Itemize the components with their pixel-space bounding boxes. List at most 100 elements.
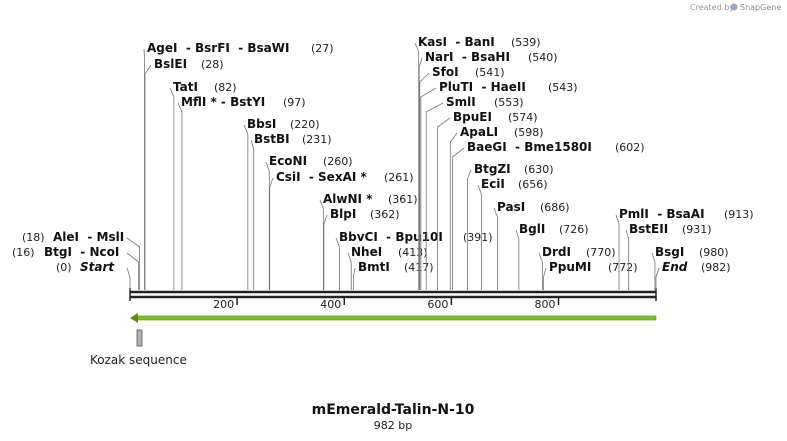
site-line (335, 237, 340, 290)
subtitle: 982 bp (374, 419, 412, 432)
site-line (515, 229, 520, 290)
site-line (651, 252, 656, 290)
site-line (543, 267, 547, 290)
enzyme-name: BstBI (254, 132, 290, 146)
enzyme-name: DrdI (542, 245, 571, 259)
site-position: (361) (388, 193, 418, 206)
enzyme-name: BtgI - NcoI (44, 245, 119, 259)
site-position: (28) (201, 58, 224, 71)
enzyme-name: BbvCI - Bpu10I (339, 230, 443, 244)
enzyme-name: EciI (481, 177, 505, 191)
site-line (538, 252, 543, 290)
site-line (144, 64, 152, 290)
site-position: (772) (608, 261, 638, 274)
site-line (250, 139, 255, 290)
site-position: (770) (586, 246, 616, 259)
credit: Created by (690, 3, 734, 12)
site-line (425, 102, 444, 290)
site-line (352, 267, 356, 290)
site-position: (543) (548, 81, 578, 94)
enzyme-name: Start (80, 260, 115, 274)
site-line (243, 124, 249, 290)
site-position: (630) (524, 163, 554, 176)
site-line (615, 214, 620, 290)
enzyme-name: MflI * - BstYI (181, 95, 265, 109)
site-line (347, 252, 352, 290)
title: mEmerald-Talin-N-10 (312, 402, 475, 418)
enzyme-name: EcoNI (269, 154, 307, 168)
site-position: (553) (494, 96, 524, 109)
site-position: (82) (214, 81, 237, 94)
arrow-head (130, 313, 138, 323)
logo (730, 3, 738, 11)
backbone (129, 288, 657, 301)
site-line (477, 184, 482, 290)
site-position: (726) (559, 223, 589, 236)
enzyme-name: TatI (173, 80, 198, 94)
brand: SnapGene (740, 3, 781, 12)
tick-label: 200 (213, 298, 234, 311)
site-line (493, 207, 498, 290)
site-line (177, 102, 183, 290)
site-position: (231) (302, 133, 332, 146)
site-position: (539) (511, 36, 541, 49)
site-position: (980) (699, 246, 729, 259)
site-line (265, 161, 270, 290)
site-position: (602) (615, 141, 645, 154)
site-position: (931) (682, 223, 712, 236)
site-position: (27) (311, 42, 334, 55)
site-position: (362) (370, 208, 400, 221)
site-line (655, 267, 660, 290)
site-position: (261) (384, 171, 414, 184)
site-position: (574) (508, 111, 538, 124)
site-line (420, 87, 437, 290)
site-line (418, 57, 423, 290)
enzyme-name: AgeI - BsrFI - BsaWI (147, 41, 289, 55)
enzyme-name: ApaLI (460, 125, 498, 139)
site-line (126, 252, 139, 290)
site-line (419, 72, 430, 290)
site-position: (413) (398, 246, 428, 259)
site-line (319, 199, 324, 290)
site-position: (540) (528, 51, 558, 64)
enzyme-name: SfoI (432, 65, 459, 79)
enzyme-name: BmtI (358, 260, 390, 274)
enzyme-name: PmlI - BsaAI (619, 207, 705, 221)
site-position: (598) (514, 126, 544, 139)
enzyme-name: BstEII (629, 222, 668, 236)
site-line (452, 147, 465, 290)
site-line (437, 117, 451, 290)
enzyme-name: BglI (519, 222, 545, 236)
site-position: (541) (475, 66, 505, 79)
site-line (625, 229, 630, 290)
enzyme-name: PluTI - HaeII (439, 80, 526, 94)
enzyme-name: AleI - MslI (53, 230, 124, 244)
site-position: (391) (463, 231, 493, 244)
enzyme-name: AlwNI * (323, 192, 373, 206)
site-line (449, 132, 458, 290)
enzyme-name: BtgZI (474, 162, 511, 176)
site-position: (220) (290, 118, 320, 131)
tick-label: 600 (427, 298, 448, 311)
site-line (169, 87, 175, 290)
enzyme-name: NheI (351, 245, 382, 259)
feature-label: Kozak sequence (90, 353, 187, 367)
site-position: (260) (323, 155, 353, 168)
feature-arrow (130, 313, 657, 323)
enzyme-name: BslEI (154, 57, 187, 71)
site-position: (656) (518, 178, 548, 191)
tick-label: 800 (535, 298, 556, 311)
kozak-box (136, 329, 143, 347)
enzyme-name: CsiI - SexAI * (276, 170, 367, 184)
arrow-body (135, 315, 657, 321)
site-position: (686) (540, 201, 570, 214)
site-position: (0) (56, 261, 72, 274)
site-line (126, 267, 131, 290)
enzyme-name: NarI - BsaHI (425, 50, 510, 64)
tick-label: 400 (320, 298, 341, 311)
enzyme-name: BaeGI - Bme1580I (467, 140, 592, 154)
enzyme-name: BlpI (330, 207, 356, 221)
site-position: (18) (22, 231, 45, 244)
enzyme-name: BsgI (655, 245, 684, 259)
